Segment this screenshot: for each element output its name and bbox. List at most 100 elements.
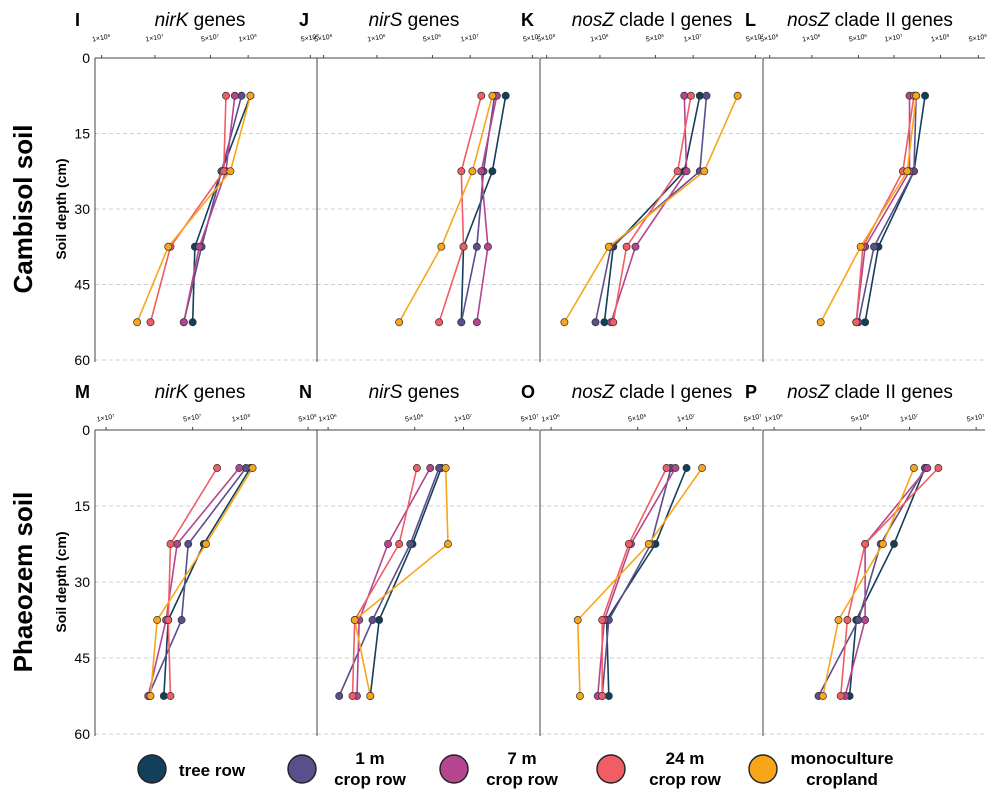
data-point-mono <box>700 167 709 176</box>
panel-title-rest: clade II genes <box>829 10 953 31</box>
x-tick-label: 5×10⁸ <box>298 413 318 423</box>
series-line-crop_7m <box>596 467 677 697</box>
data-point-mono <box>834 616 843 624</box>
data-point-crop_7m <box>235 464 244 472</box>
series-line-tree_row <box>163 467 252 697</box>
x-tick-label: 1×10⁶ <box>590 33 610 43</box>
x-tick-label: 1×10⁶ <box>802 33 822 43</box>
panel-letter: K <box>521 10 534 30</box>
data-point-tree_row <box>604 692 613 700</box>
panel-title: nosZ clade II genes <box>787 382 953 403</box>
legend-label: crop row <box>486 770 559 789</box>
data-point-mono <box>395 318 404 327</box>
x-tick-label: 5×10⁷ <box>183 413 203 423</box>
data-point-crop_7m <box>195 242 204 251</box>
x-tick-label: 5×10⁶ <box>628 413 648 423</box>
data-point-mono <box>604 242 613 251</box>
series-line-mono <box>563 95 739 323</box>
series-line-crop_24m <box>612 95 692 323</box>
panel-title-gene: nirS <box>369 382 403 403</box>
x-tick-label: 1×10⁷ <box>884 33 904 43</box>
data-point-crop_24m <box>222 91 230 100</box>
data-point-crop_24m <box>624 540 633 548</box>
data-point-crop_7m <box>472 318 481 327</box>
data-point-mono <box>644 540 653 548</box>
panel-title-gene: nosZ <box>572 10 616 31</box>
data-point-crop_24m <box>934 464 943 472</box>
data-point-mono <box>878 540 887 548</box>
data-point-crop_24m <box>598 616 607 624</box>
y-tick-label: 60 <box>74 352 90 368</box>
series-line-crop_7m <box>183 95 236 323</box>
data-point-crop_1m <box>870 242 878 251</box>
x-tick-label: 1×10⁶ <box>318 413 338 423</box>
legend-marker-crop_24m <box>596 754 626 784</box>
data-point-tree_row <box>695 91 704 100</box>
y-tick-label: 60 <box>74 726 90 742</box>
data-point-tree_row <box>488 167 497 176</box>
legend-marker-mono <box>748 754 778 784</box>
panel-letter: N <box>299 382 312 402</box>
x-tick-label: 5×10⁶ <box>851 413 871 423</box>
series-line-crop_24m <box>601 467 668 696</box>
series-line-crop_1m <box>601 467 672 697</box>
data-point-crop_24m <box>836 692 845 700</box>
x-tick-label: 1×10⁷ <box>145 33 165 43</box>
data-point-crop_24m <box>477 91 486 100</box>
x-tick-label: 1×10⁷ <box>900 413 920 423</box>
panel-title: nosZ clade I genes <box>572 10 733 31</box>
data-point-crop_24m <box>146 318 155 327</box>
data-point-crop_24m <box>662 464 671 472</box>
y-tick-label: 0 <box>82 422 90 438</box>
series-line-crop_24m <box>167 467 218 697</box>
panel-title: nirK genes <box>155 382 246 403</box>
x-tick-label: 1×10⁷ <box>683 33 703 43</box>
data-point-crop_1m <box>177 616 186 624</box>
series-line-mono <box>820 95 917 323</box>
series-line-tree_row <box>864 95 926 323</box>
legend-label: crop row <box>334 770 407 789</box>
series-line-tree_row <box>369 467 443 697</box>
data-point-tree_row <box>501 91 510 100</box>
panel-title-rest: clade I genes <box>614 10 732 31</box>
series-line-crop_24m <box>839 467 939 697</box>
data-point-crop_7m <box>680 91 689 100</box>
x-tick-label: 5×10⁶ <box>405 413 425 423</box>
legend-label: tree row <box>179 761 246 780</box>
x-tick-label: 5×10⁷ <box>745 33 765 43</box>
x-tick-label: 1×10⁷ <box>454 413 474 423</box>
panel-title-gene: nosZ <box>572 382 616 403</box>
data-point-crop_24m <box>457 167 466 176</box>
legend-label: 1 m <box>355 749 384 768</box>
data-point-mono <box>560 318 569 327</box>
data-point-mono <box>818 692 827 700</box>
data-point-crop_1m <box>854 616 863 624</box>
data-point-crop_24m <box>459 242 468 251</box>
legend: tree row 1 m crop row 7 m crop row 24 m crop r… <box>137 749 893 789</box>
data-point-mono <box>573 616 582 624</box>
series-line-crop_7m <box>147 467 240 697</box>
data-point-crop_24m <box>843 616 852 624</box>
series-line-crop_1m <box>183 95 243 323</box>
legend-label: 24 m <box>666 749 705 768</box>
data-point-crop_1m <box>591 318 600 327</box>
data-point-crop_7m <box>230 91 239 100</box>
data-point-mono <box>441 464 450 472</box>
data-point-crop_1m <box>237 91 246 100</box>
x-tick-label: 1×10⁸ <box>238 33 258 43</box>
data-point-crop_24m <box>622 242 631 251</box>
data-point-mono <box>153 616 162 624</box>
data-point-crop_24m <box>219 167 228 176</box>
data-point-mono <box>576 692 584 700</box>
series-line-tree_row <box>603 95 701 323</box>
data-point-mono <box>164 242 173 251</box>
panel-title-gene: nosZ <box>787 10 831 31</box>
legend-marker-crop_1m <box>287 754 317 784</box>
data-point-tree_row <box>921 91 930 100</box>
legend-marker-crop_7m <box>439 754 469 784</box>
series-line-mono <box>149 467 254 697</box>
x-tick-label: 5×10⁷ <box>522 33 542 43</box>
x-tick-label: 1×10⁷ <box>460 33 480 43</box>
series-line-crop_7m <box>356 467 431 697</box>
data-point-crop_24m <box>673 167 682 176</box>
